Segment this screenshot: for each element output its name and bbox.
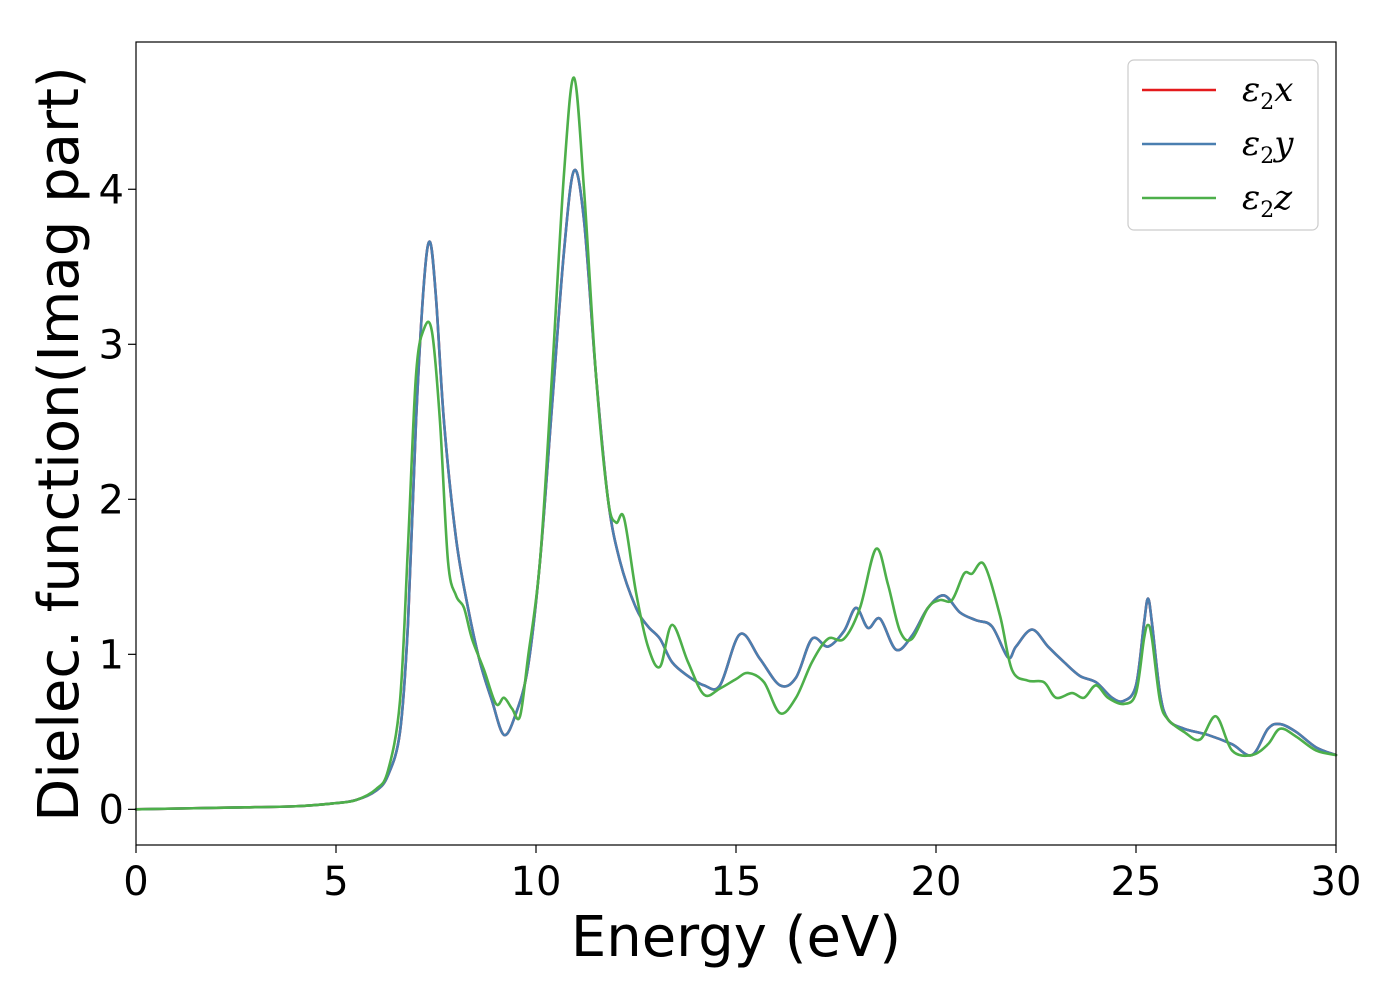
x-tick-label: 30 (1311, 859, 1362, 905)
x-tick-label: 5 (323, 859, 348, 905)
x-tick-label: 20 (911, 859, 962, 905)
x-axis-title: Energy (eV) (571, 905, 901, 970)
legend-label-x: ε2x (1242, 70, 1293, 115)
y-tick-label: 3 (99, 322, 124, 368)
x-tick-label: 25 (1111, 859, 1162, 905)
x-tick-label: 0 (123, 859, 148, 905)
y-tick-label: 1 (99, 632, 124, 678)
legend-label-z: ε2z (1242, 178, 1293, 223)
x-tick-label: 10 (511, 859, 562, 905)
y-tick-label: 0 (99, 787, 124, 833)
series-line-z (134, 76, 1338, 811)
legend-label-y: ε2y (1242, 124, 1294, 169)
series-line-y (134, 168, 1338, 811)
y-tick-label: 2 (99, 477, 124, 523)
x-tick-label: 15 (711, 859, 762, 905)
legend-box (1127, 59, 1319, 231)
series-layer (134, 76, 1338, 811)
x-axis-ticks: 0 5 10 15 20 25 30 (123, 845, 1361, 905)
legend: ε2x ε2y ε2z (1127, 59, 1319, 231)
y-axis-ticks: 0 1 2 3 4 (99, 167, 136, 833)
y-tick-label: 4 (99, 167, 124, 213)
y-axis-title: Dielec. function(Imag part) (27, 66, 92, 822)
